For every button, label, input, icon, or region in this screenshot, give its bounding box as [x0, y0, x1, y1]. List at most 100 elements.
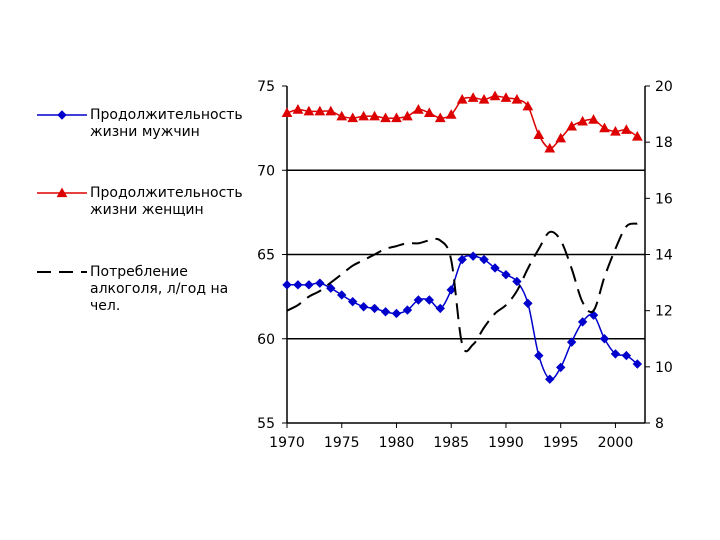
series-men-point: [446, 285, 456, 295]
y-right-tick-label: 18: [655, 135, 673, 151]
series-men-point: [391, 308, 402, 319]
series-women-point: [478, 93, 490, 104]
series-women-point: [522, 100, 534, 111]
series-women-point: [314, 105, 326, 116]
series-men-point: [621, 350, 632, 361]
plot-area: 55 60 65 70 75 8 10 12 14 16 18 20 1970 1975 1980 1985 1…: [257, 79, 673, 451]
series-women-point: [599, 122, 610, 133]
series-women-point: [610, 125, 621, 136]
series-women-point: [325, 105, 337, 116]
series-women-point: [555, 132, 567, 143]
series-men-point: [512, 276, 522, 287]
series-men-point: [347, 296, 358, 307]
legend-item-men: Продолжительность жизни мужчин: [37, 107, 243, 140]
legend-label-line: жизни женщин: [90, 202, 204, 218]
series-men-point: [358, 302, 369, 312]
series-men-point: [632, 359, 643, 369]
series-men-point: [534, 350, 544, 361]
series-men-point: [435, 303, 445, 314]
legend-label: Продолжительность жизни мужчин: [90, 107, 243, 140]
legend-label-line: Продолжительность: [90, 107, 243, 123]
series-women-point: [456, 93, 468, 104]
series-alcohol-line: [286, 222, 638, 353]
legend-label-line: жизни мужчин: [90, 124, 200, 140]
series-men-point: [326, 283, 336, 293]
series-women-point: [358, 110, 369, 121]
y-right-tick-label: 8: [655, 416, 664, 432]
legend-label-line: Продолжительность: [90, 185, 243, 201]
series-men-point: [610, 349, 621, 359]
series-men-point: [545, 374, 555, 384]
series-men-point: [588, 310, 599, 320]
series-women-point: [423, 107, 435, 118]
legend: Продолжительность жизни мужчинПродолжител…: [37, 107, 243, 314]
series-women-point: [402, 110, 413, 121]
series-women-point: [303, 105, 315, 116]
x-tick-label: 1985: [433, 435, 469, 451]
x-tick-label: 1975: [324, 435, 360, 451]
series-men-line: [286, 255, 638, 381]
x-tick-label: 2000: [598, 435, 634, 451]
series-women-point: [588, 114, 599, 124]
series-men-point: [501, 270, 511, 280]
series-men-point: [457, 254, 467, 265]
y-right-tick-label: 14: [655, 248, 673, 264]
series-men: [282, 251, 643, 384]
series-women-point: [577, 115, 588, 126]
series-men-point: [413, 295, 424, 305]
y-right-tick-label: 20: [655, 79, 673, 95]
series-men-point: [424, 295, 435, 305]
series-men-point: [468, 251, 478, 261]
series-women-point: [533, 129, 545, 139]
legend-label-line: чел.: [90, 298, 120, 314]
legend-marker: [56, 187, 68, 198]
series-men-point: [577, 317, 588, 327]
series-women-point: [511, 93, 523, 104]
series-men-point: [315, 278, 325, 288]
legend-item-women: Продолжительность жизни женщин: [37, 185, 243, 218]
legend-label: Продолжительность жизни женщин: [90, 185, 243, 218]
series-women-point: [380, 112, 391, 123]
series-women-point: [489, 90, 501, 101]
series-women: [281, 90, 643, 153]
series-men-point: [479, 254, 489, 265]
y-left-tick-label: 75: [257, 79, 275, 95]
series-women-point: [631, 131, 643, 141]
legend-item-alcohol: Потребление алкоголя, л/год на чел.: [37, 264, 228, 314]
x-tick-label: 1995: [543, 435, 579, 451]
series-men-point: [380, 307, 391, 317]
series-women-point: [347, 112, 359, 123]
series-men-point: [337, 290, 347, 300]
series-women-point: [544, 142, 556, 153]
y-left-tick-label: 60: [257, 332, 275, 348]
legend-label-line: алкоголя, л/год на: [90, 281, 228, 297]
series-men-point: [293, 280, 303, 290]
y-right-tick-label: 10: [655, 360, 673, 376]
series-women-point: [566, 120, 577, 131]
legend-marker: [57, 110, 67, 120]
series-men-point: [369, 303, 380, 314]
series-women-point: [413, 104, 424, 114]
series-men-point: [523, 298, 533, 309]
x-tick-label: 1980: [379, 435, 415, 451]
series-men-point: [402, 305, 413, 315]
series-men-point: [566, 337, 577, 347]
series-women-point: [445, 109, 457, 119]
series-women-point: [500, 92, 512, 102]
series-men-point: [304, 280, 314, 290]
series-women-point: [434, 112, 446, 123]
series-women-point: [281, 107, 293, 118]
x-tick-label: 1990: [488, 435, 524, 451]
series-women-point: [467, 92, 479, 102]
series-alcohol: [286, 222, 638, 353]
series-men-point: [599, 334, 610, 344]
series-men-point: [490, 263, 500, 273]
series-women-point: [336, 110, 348, 121]
series-women-point: [292, 104, 304, 114]
y-right-tick-label: 12: [655, 304, 673, 320]
series-women-point: [391, 112, 402, 123]
y-left-tick-label: 55: [257, 416, 275, 432]
series-men-point: [555, 362, 566, 373]
series-men-point: [282, 280, 292, 290]
